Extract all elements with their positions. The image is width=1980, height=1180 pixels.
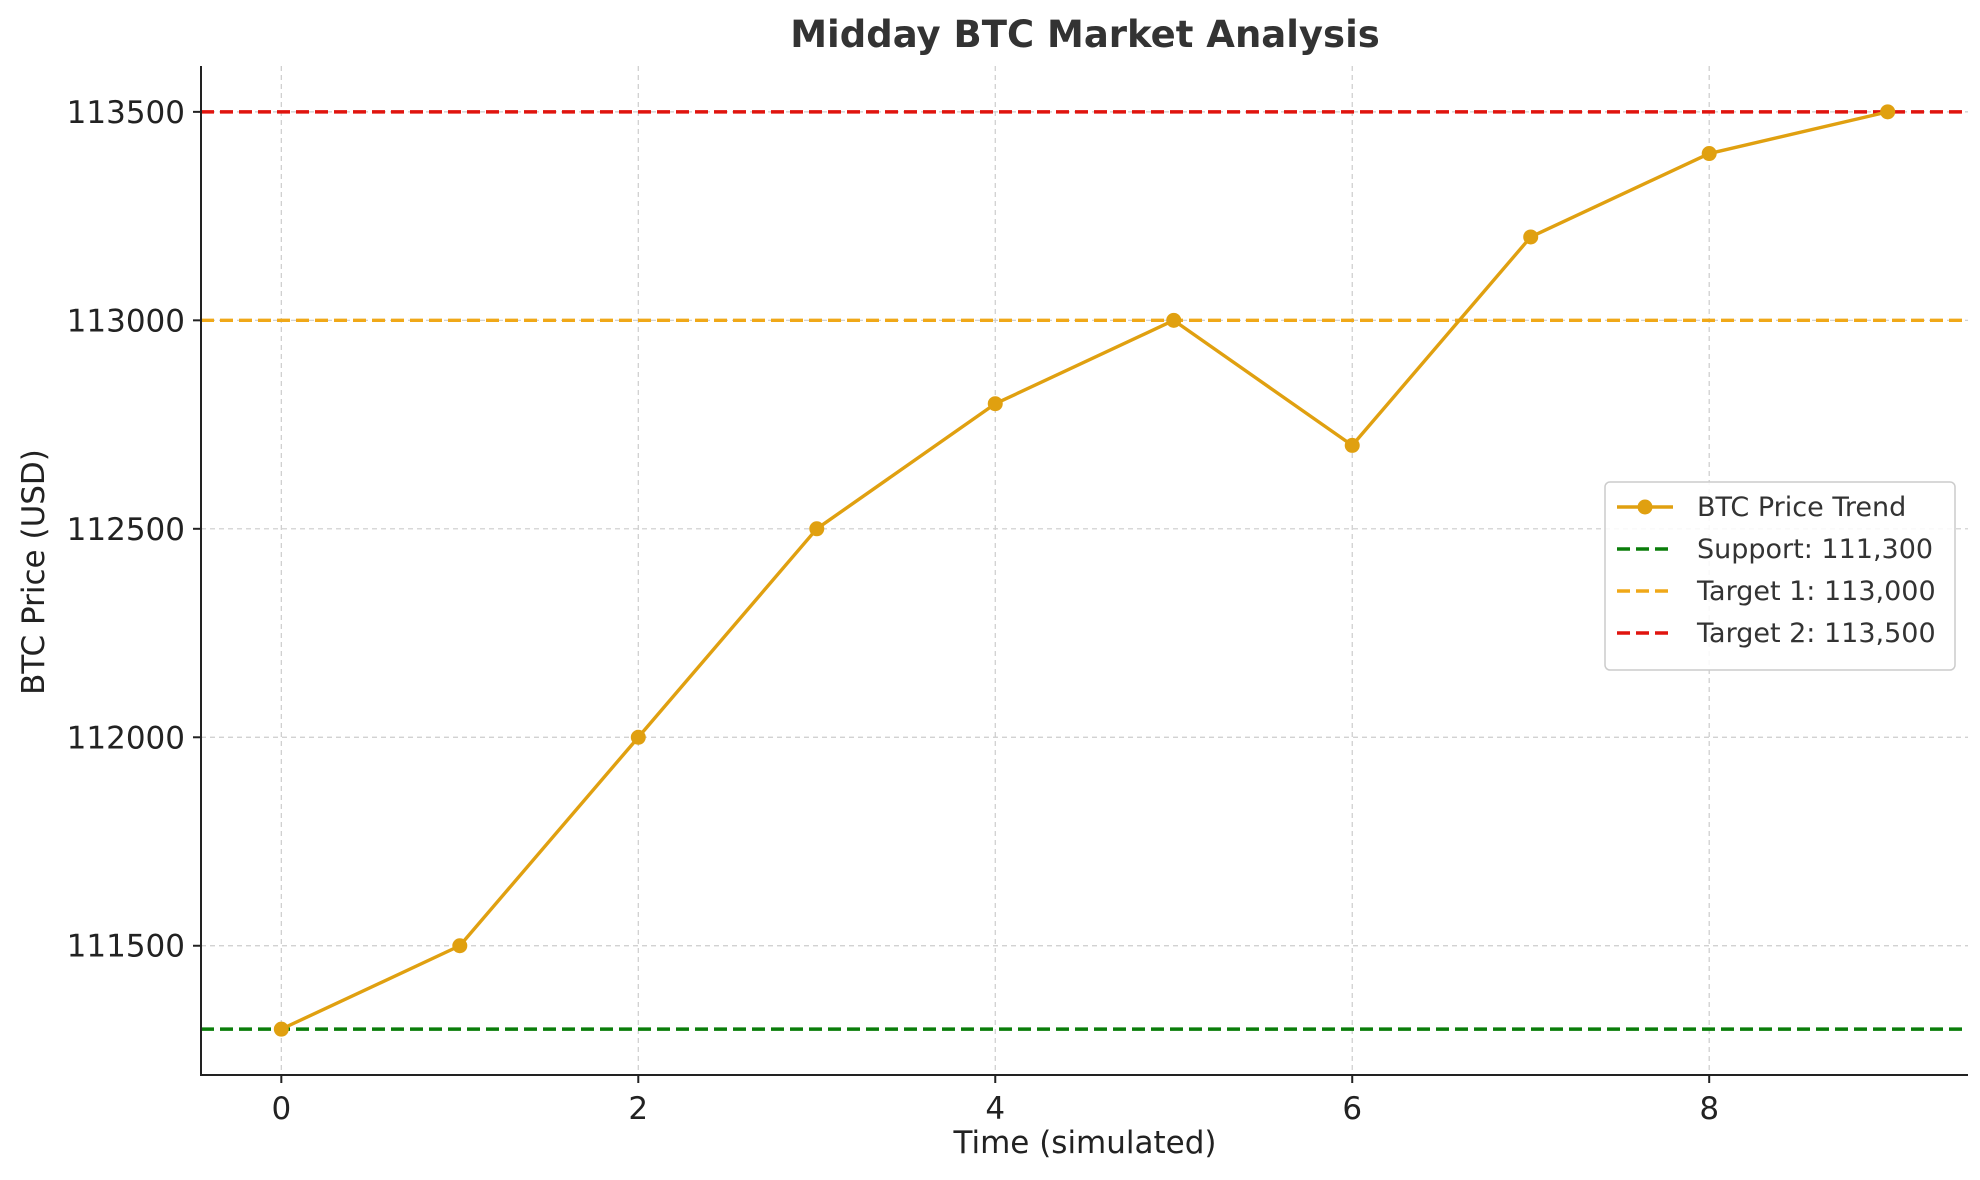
y-axis-label: BTC Price (USD) bbox=[16, 449, 52, 695]
data-point bbox=[809, 521, 825, 537]
axes bbox=[193, 66, 1968, 1083]
data-series bbox=[273, 104, 1896, 1037]
x-axis-label: Time (simulated) bbox=[952, 1125, 1216, 1161]
y-tick-label: 111500 bbox=[67, 929, 185, 965]
legend-box bbox=[1604, 481, 1956, 671]
data-point bbox=[1523, 229, 1539, 245]
x-tick-label: 0 bbox=[271, 1091, 291, 1127]
chart-title: Midday BTC Market Analysis bbox=[790, 13, 1380, 56]
data-point bbox=[273, 1021, 289, 1037]
legend-marker bbox=[1637, 499, 1653, 515]
reference-lines bbox=[201, 110, 1968, 1031]
data-point bbox=[630, 729, 646, 745]
y-tick-label: 113500 bbox=[67, 95, 185, 131]
legend-label: BTC Price Trend bbox=[1697, 492, 1906, 523]
x-tick-label: 8 bbox=[1699, 1091, 1719, 1127]
x-tick-label: 6 bbox=[1342, 1091, 1362, 1127]
legend: BTC Price Trend Support: 111,300 Target 1:… bbox=[1604, 481, 1956, 671]
data-point bbox=[1701, 146, 1717, 162]
data-point bbox=[1166, 312, 1182, 328]
data-point bbox=[987, 396, 1003, 412]
legend-label: Target 1: 113,000 bbox=[1696, 576, 1936, 607]
y-tick-label: 113000 bbox=[67, 303, 185, 339]
data-point bbox=[452, 938, 468, 954]
series-line bbox=[280, 110, 1889, 1031]
data-point bbox=[1880, 104, 1896, 120]
x-tick-label: 2 bbox=[628, 1091, 648, 1127]
y-tick-label: 112000 bbox=[67, 720, 185, 756]
legend-label: Target 2: 113,500 bbox=[1696, 618, 1936, 649]
x-tick-label: 4 bbox=[985, 1091, 1005, 1127]
tick-labels: 0 2 4 6 8 111500 112000 112500 113000 113500 bbox=[67, 95, 1719, 1127]
y-tick-label: 112500 bbox=[67, 512, 185, 548]
legend-label: Support: 111,300 bbox=[1697, 534, 1933, 565]
data-point bbox=[1344, 437, 1360, 453]
